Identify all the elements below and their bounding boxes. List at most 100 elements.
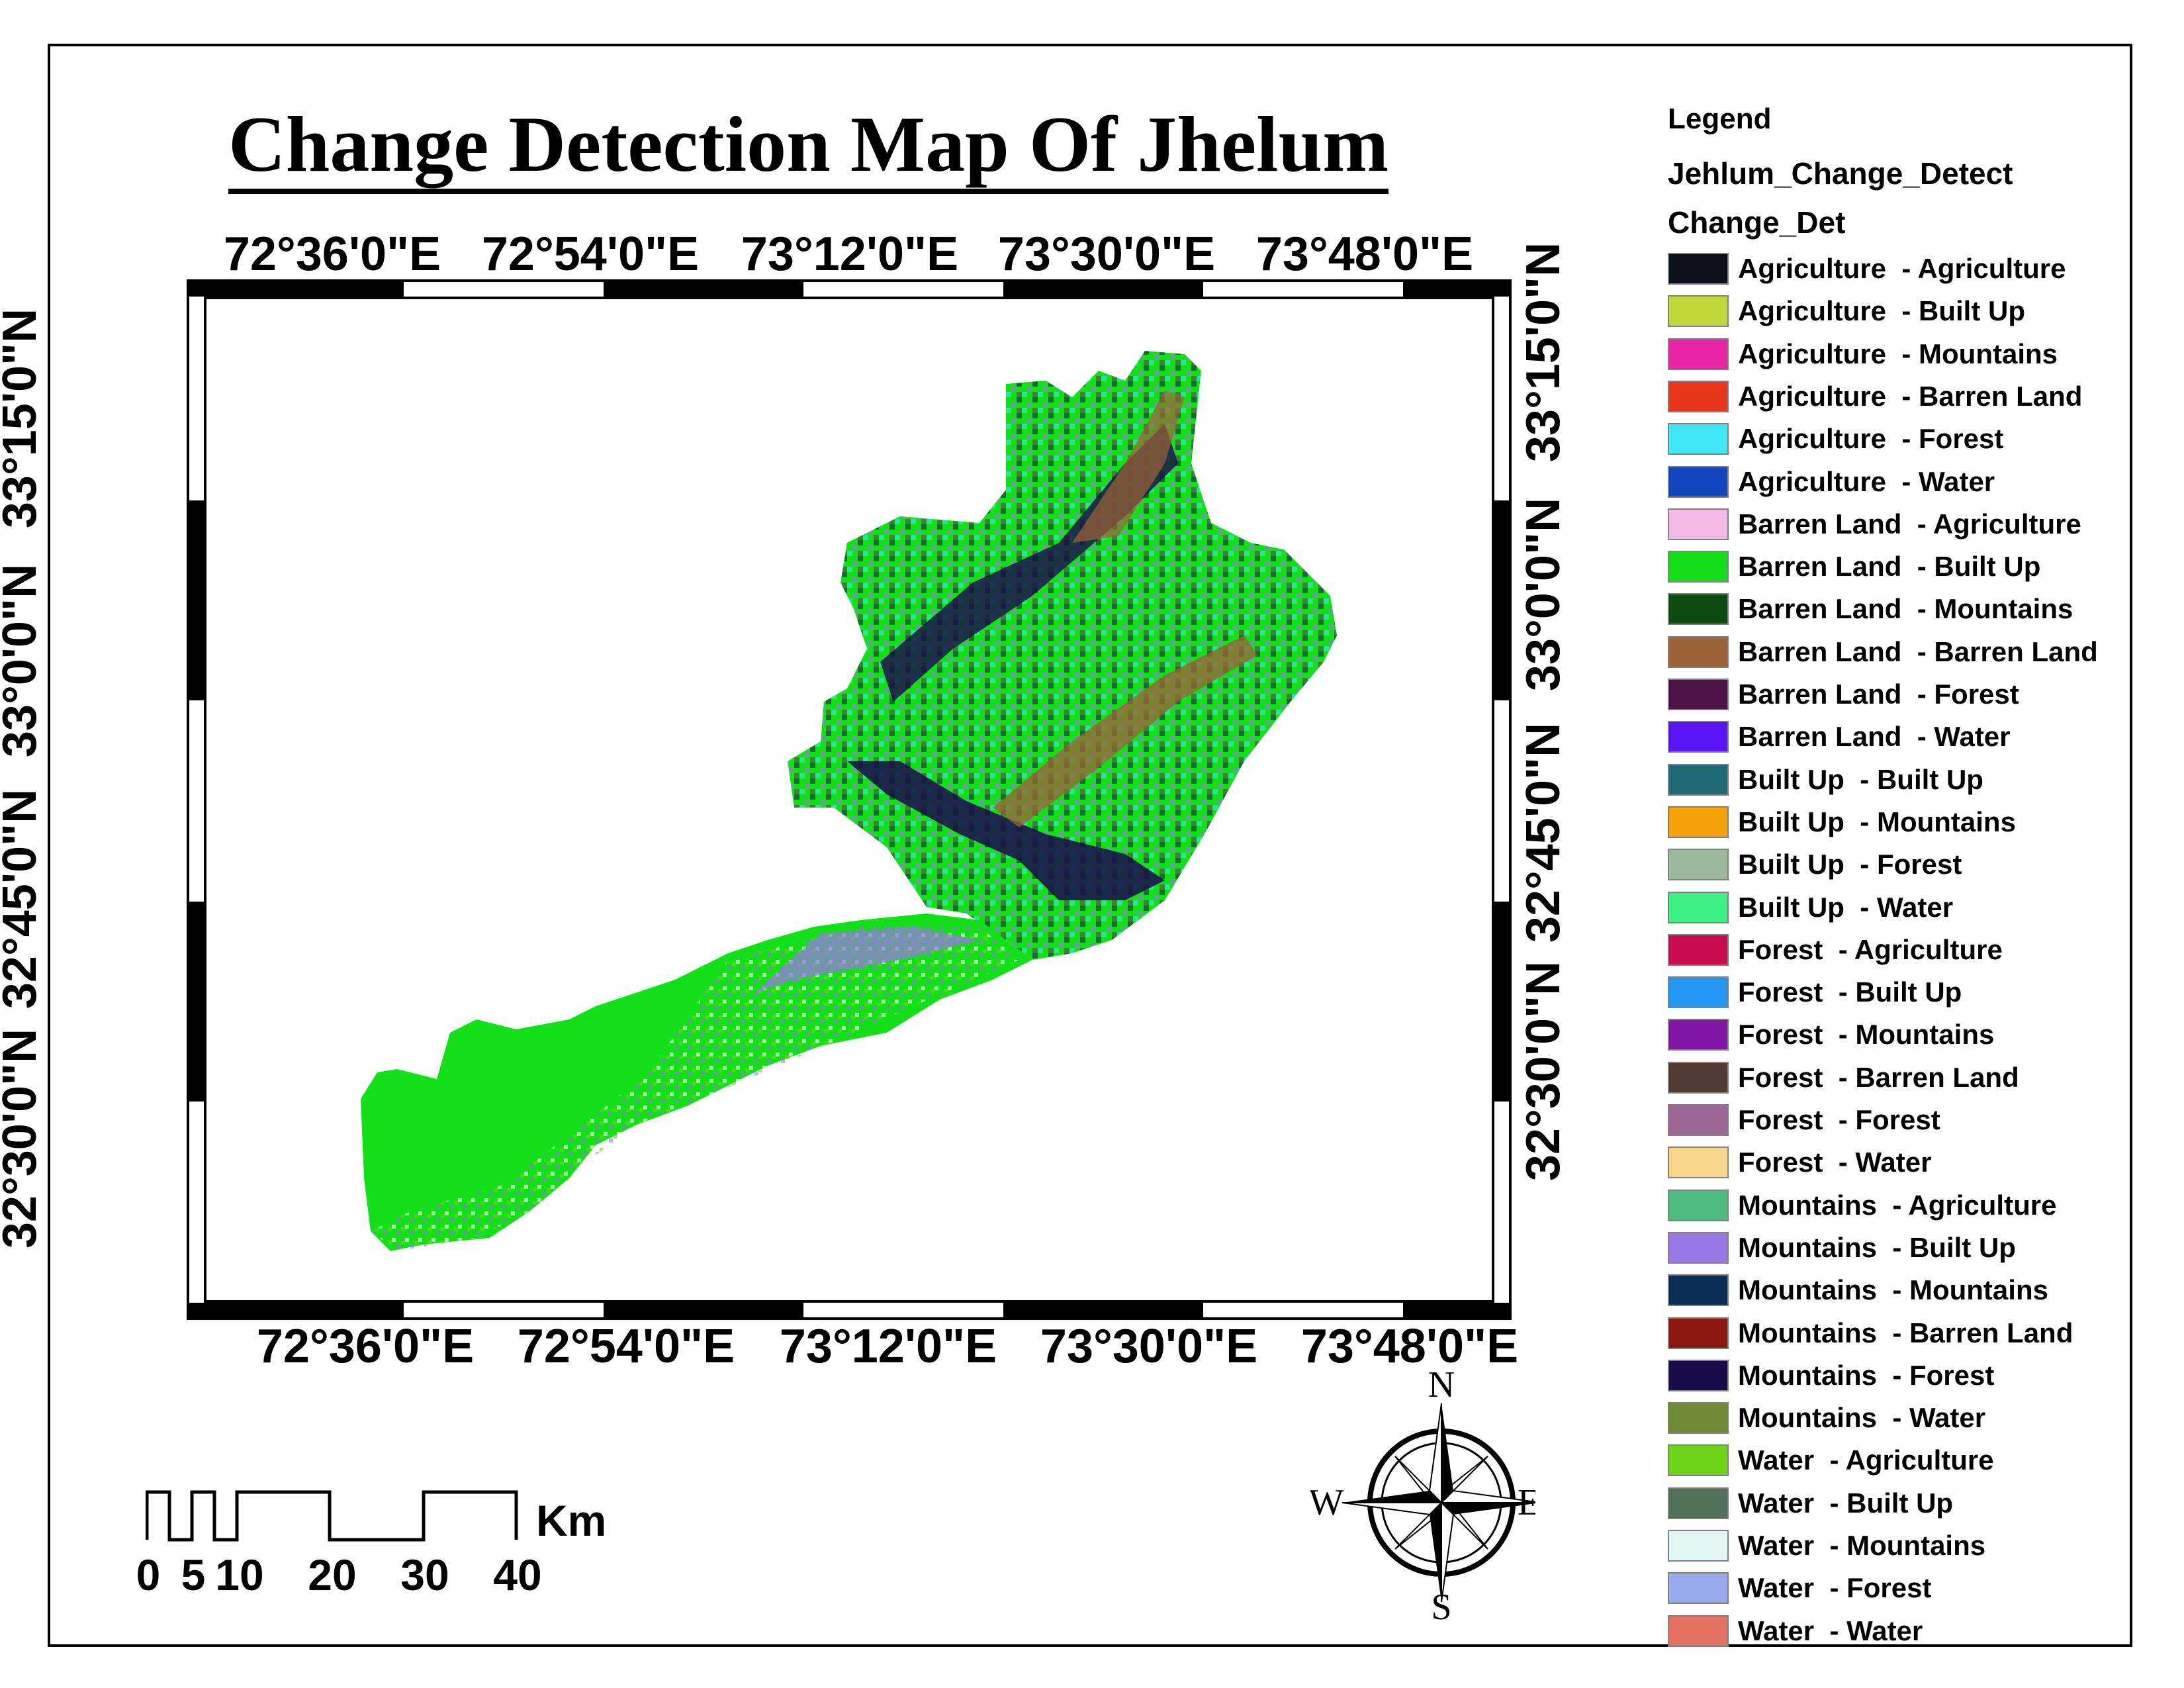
- legend-item-label: Built Up - Built Up: [1738, 763, 1983, 795]
- legend-item: Agriculture - Water: [1668, 462, 1995, 502]
- legend-item-label: Barren Land - Built Up: [1738, 551, 2041, 583]
- legend-item-label: Forest - Forest: [1738, 1104, 1940, 1135]
- legend-swatch: [1668, 1104, 1729, 1136]
- legend-swatch: [1668, 1317, 1729, 1349]
- latitude-label-left: 32°30'0"N: [0, 1028, 46, 1249]
- legend-swatch: [1668, 380, 1729, 412]
- legend-item: Mountains - Barren Land: [1668, 1313, 2073, 1353]
- longitude-label-top: 73°48'0"E: [1255, 228, 1474, 281]
- legend-item-label: Agriculture - Forest: [1738, 423, 2004, 455]
- legend-item: Water - Mountains: [1668, 1526, 1985, 1566]
- legend-item-label: Built Up - Water: [1738, 891, 1954, 923]
- raster-mountain-belt: [880, 424, 1178, 702]
- legend-item-label: Water - Built Up: [1738, 1487, 1954, 1519]
- legend-swatch: [1668, 1402, 1729, 1434]
- legend-swatch: [1668, 1019, 1729, 1051]
- legend-item-label: Forest - Mountains: [1738, 1019, 1995, 1051]
- graticule-right-bar: [1494, 500, 1509, 1102]
- legend-swatch: [1668, 295, 1729, 328]
- legend-swatch: [1668, 806, 1729, 838]
- legend-swatch: [1668, 1061, 1729, 1094]
- legend-item: Mountains - Built Up: [1668, 1228, 2016, 1268]
- legend-item-label: Mountains - Mountains: [1738, 1274, 2048, 1306]
- legend-swatch: [1668, 253, 1729, 285]
- scale-label: 0: [136, 1550, 161, 1599]
- legend-item: Agriculture - Mountains: [1668, 334, 2058, 374]
- longitude-label-top: 72°36'0"E: [223, 228, 441, 281]
- raster-south-purple: [754, 927, 979, 993]
- compass-e: E: [1518, 1482, 1535, 1523]
- legend-item: Water - Agriculture: [1668, 1440, 1994, 1480]
- scale-label: 30: [400, 1550, 449, 1599]
- scale-bar: 0 5 10 20 30 40 Km: [136, 1489, 606, 1598]
- legend-item-label: Forest - Agriculture: [1738, 933, 2003, 965]
- legend-swatch: [1668, 1444, 1729, 1477]
- legend-item-label: Mountains - Built Up: [1738, 1231, 2016, 1263]
- legend-item-label: Barren Land - Mountains: [1738, 593, 2073, 625]
- longitude-label-top: 72°54'0"E: [481, 228, 700, 281]
- latitude-label-right: 32°30'0"N: [1517, 961, 1570, 1182]
- legend-swatch: [1668, 849, 1729, 881]
- longitude-label-bottom: 73°48'0"E: [1300, 1320, 1519, 1373]
- latitude-label-left: 32°45'0"N: [0, 788, 46, 1009]
- legend-item-label: Mountains - Water: [1738, 1402, 1986, 1434]
- raster-south-texture: [371, 927, 1019, 1251]
- legend-item: Mountains - Forest: [1668, 1356, 1994, 1395]
- legend-item-label: Built Up - Forest: [1738, 849, 1962, 880]
- legend-swatch: [1668, 1572, 1729, 1605]
- legend-item: Mountains - Water: [1668, 1398, 1985, 1438]
- graticule-bottom-bar: [189, 1303, 1509, 1317]
- legend-item: Forest - Water: [1668, 1143, 1931, 1182]
- compass-w: W: [1310, 1482, 1344, 1523]
- legend-swatch: [1668, 1530, 1729, 1562]
- legend-item: Water - Built Up: [1668, 1483, 1953, 1523]
- legend-item: Built Up - Water: [1668, 888, 1953, 927]
- legend-item-label: Built Up - Mountains: [1738, 806, 2016, 837]
- legend-item: Forest - Mountains: [1668, 1015, 1994, 1055]
- legend-swatch: [1668, 1189, 1729, 1221]
- latitude-label-right: 33°0'0"N: [1517, 497, 1570, 692]
- legend-item: Barren Land - Built Up: [1668, 547, 2040, 586]
- legend-swatch: [1668, 1487, 1729, 1519]
- legend-item: Barren Land - Forest: [1668, 675, 2019, 714]
- scale-label: 10: [215, 1550, 264, 1599]
- longitude-label-bottom: 73°12'0"E: [779, 1320, 997, 1373]
- legend-item: Forest - Forest: [1668, 1100, 1940, 1140]
- legend-item: Water - Forest: [1668, 1568, 1931, 1608]
- legend-item: Built Up - Mountains: [1668, 802, 2016, 842]
- legend-item-label: Forest - Water: [1738, 1147, 1932, 1178]
- legend-item-label: Mountains - Agriculture: [1738, 1189, 2057, 1221]
- legend-swatch: [1668, 1274, 1729, 1307]
- legend-swatch: [1668, 933, 1729, 966]
- legend-item: Barren Land - Water: [1668, 717, 2011, 757]
- latitude-label-left: 33°0'0"N: [0, 563, 46, 758]
- raster-barren-belt: [993, 635, 1257, 827]
- north-arrow: N S E W: [1310, 1370, 1535, 1622]
- legend-swatch: [1668, 1615, 1729, 1647]
- longitude-label-bottom: 72°36'0"E: [256, 1320, 475, 1373]
- raster-barren-belt: [1072, 391, 1185, 543]
- legend-swatch: [1668, 423, 1729, 455]
- legend-item: Agriculture - Forest: [1668, 419, 2003, 459]
- legend-item: Forest - Barren Land: [1668, 1058, 2019, 1098]
- legend-title: Legend: [1668, 103, 1772, 135]
- scale-bar-graphic: [145, 1490, 518, 1542]
- legend-item-label: Water - Mountains: [1738, 1530, 1986, 1561]
- legend-item: Agriculture - Built Up: [1668, 291, 2025, 331]
- longitude-label-top: 73°12'0"E: [741, 228, 959, 281]
- scale-unit: Km: [536, 1496, 607, 1545]
- legend-swatch: [1668, 1231, 1729, 1264]
- longitude-label-bottom: 72°54'0"E: [517, 1320, 735, 1373]
- legend-item-label: Agriculture - Mountains: [1738, 338, 2058, 369]
- legend-item-label: Mountains - Forest: [1738, 1359, 1995, 1391]
- legend-item: Built Up - Forest: [1668, 845, 1962, 884]
- legend-swatch: [1668, 679, 1729, 710]
- legend-layer-name: Jehlum_Change_Detect: [1668, 156, 2013, 191]
- legend-item: Built Up - Built Up: [1668, 760, 1983, 800]
- raster-mountain-belt: [847, 761, 1165, 900]
- legend-item-label: Forest - Built Up: [1738, 976, 1962, 1008]
- legend-item-label: Barren Land - Barren Land: [1738, 635, 2098, 667]
- legend-item-label: Water - Water: [1738, 1615, 1923, 1646]
- legend-item: Water - Water: [1668, 1611, 1923, 1651]
- legend-item: Agriculture - Agriculture: [1668, 249, 2066, 289]
